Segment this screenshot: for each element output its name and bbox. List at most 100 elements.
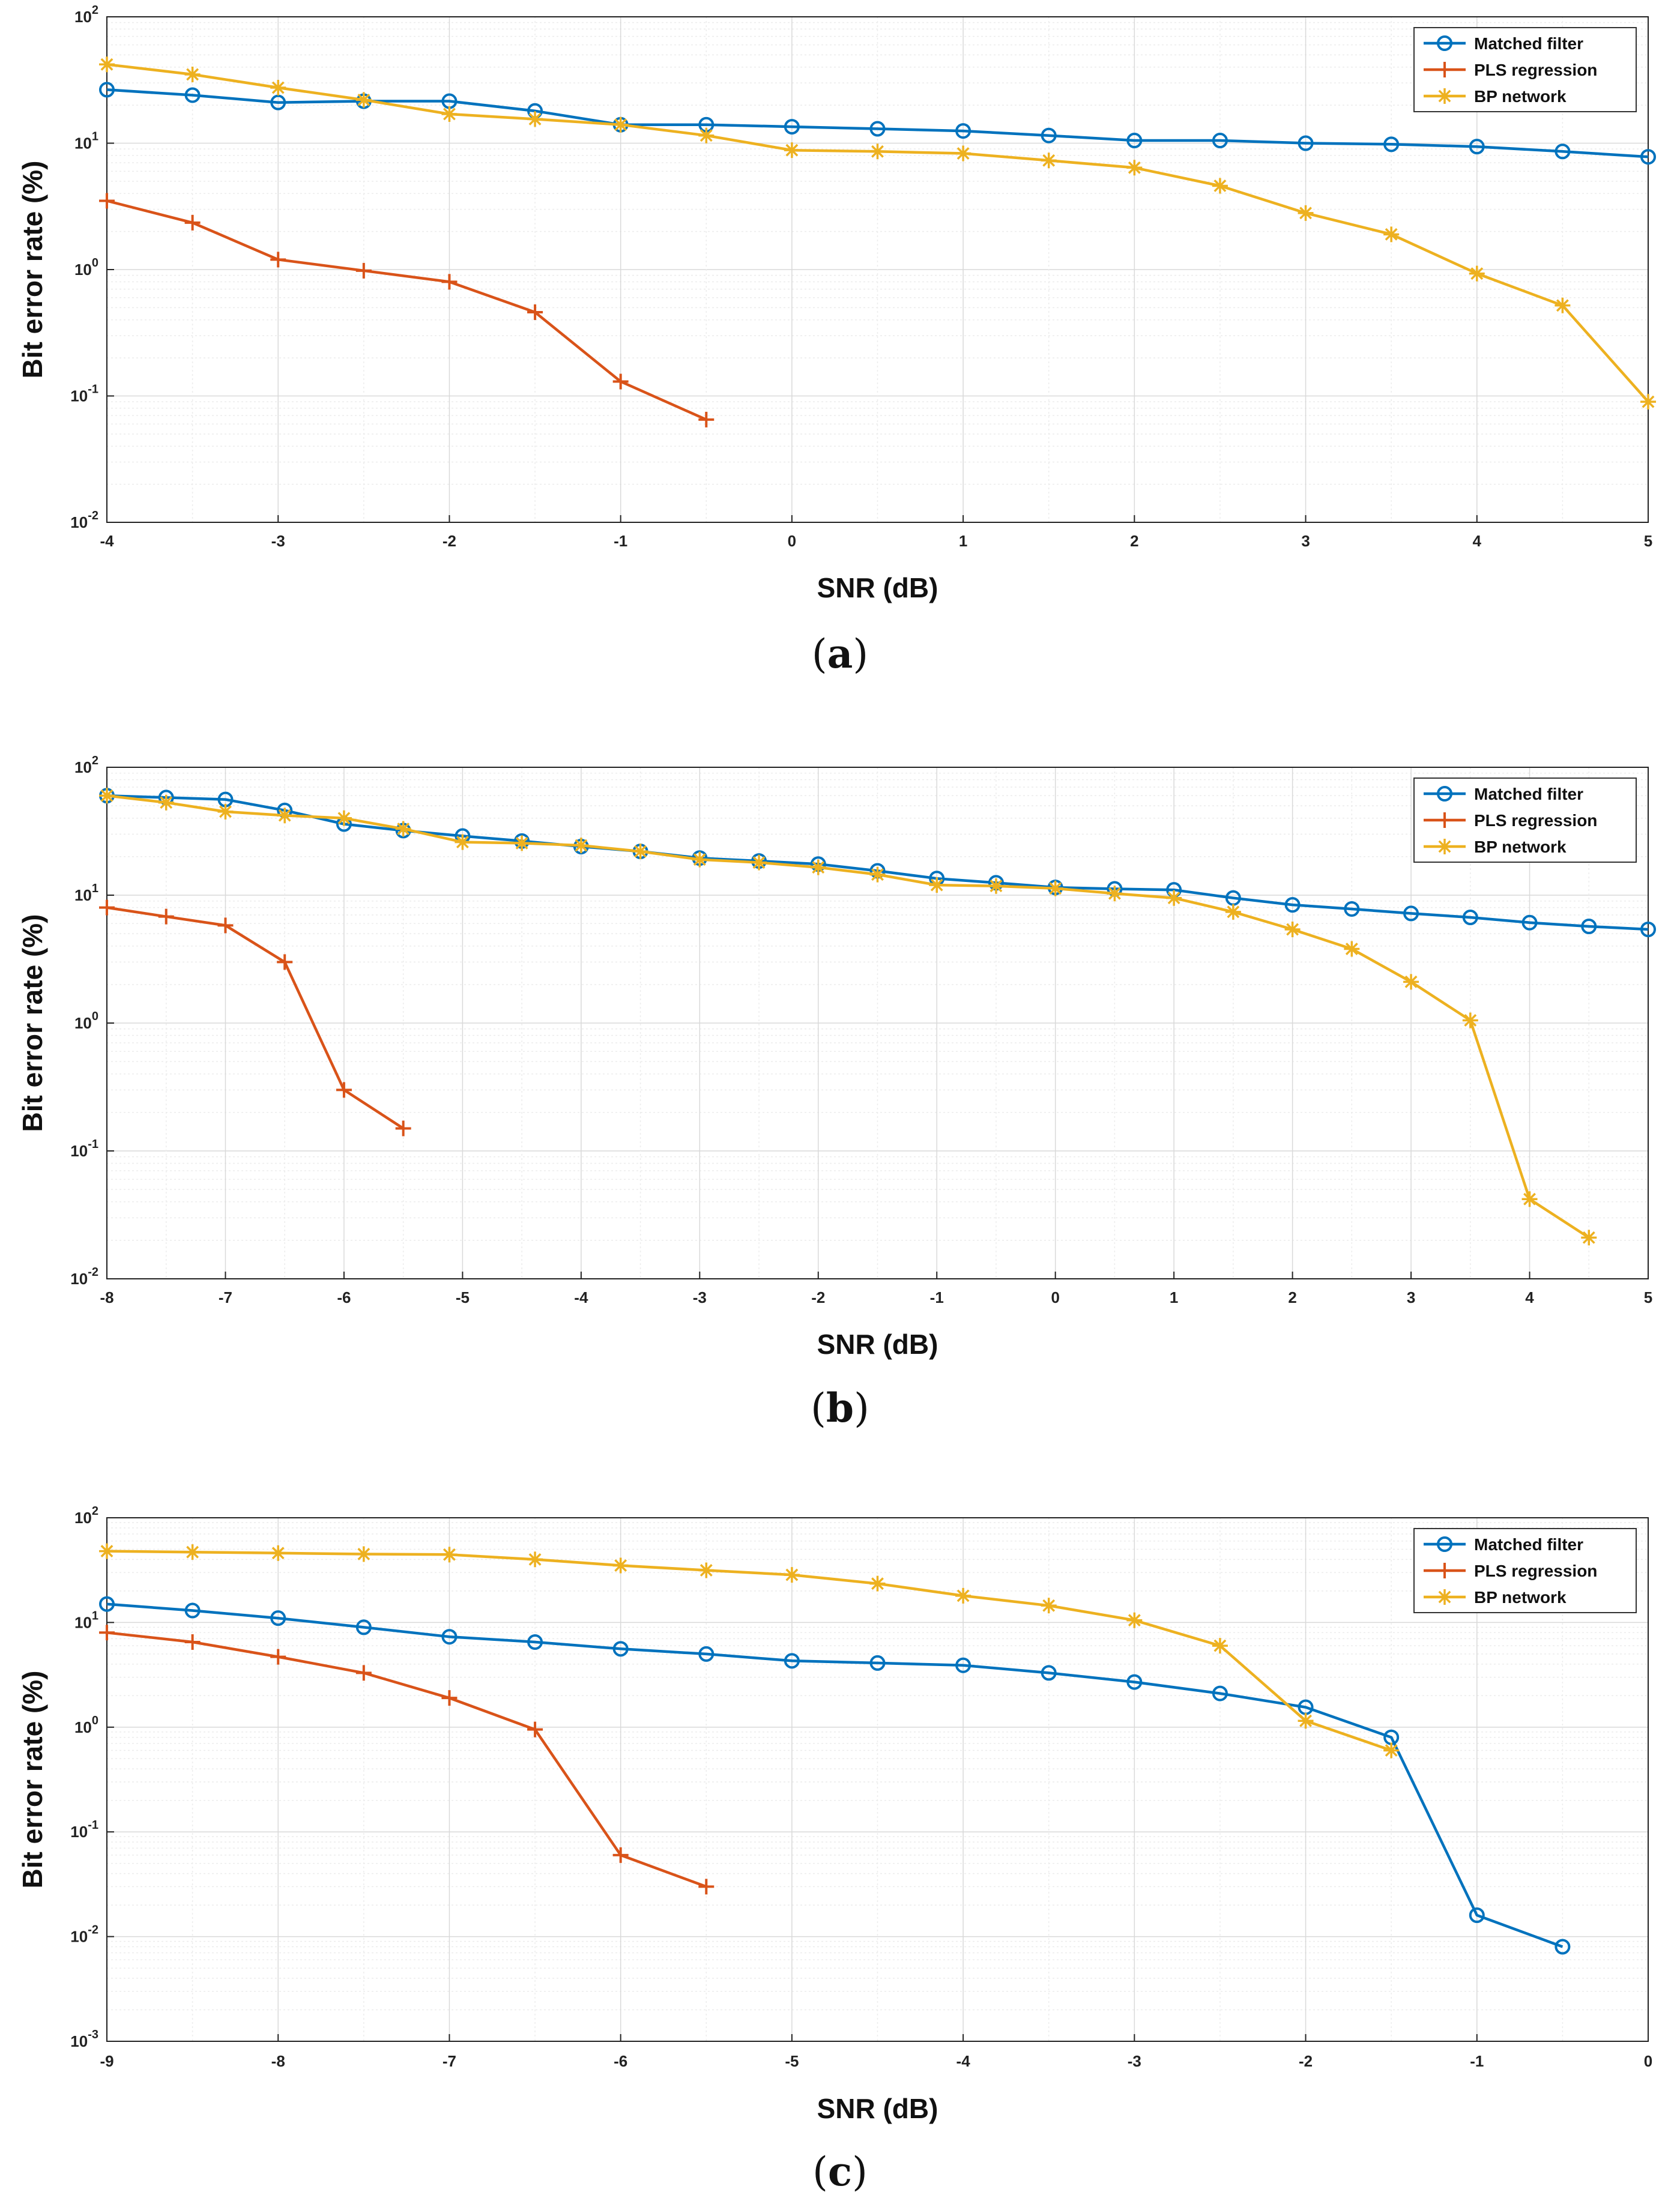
data-point [1126,160,1143,176]
data-point [955,1587,971,1604]
data-point [1212,1638,1228,1654]
data-point [1383,1742,1400,1759]
data-point [1383,226,1400,243]
series-bp [99,56,1656,410]
data-point [217,803,234,820]
data-point [158,794,174,811]
data-point [355,262,372,279]
data-point [99,899,115,916]
data-point [612,116,629,133]
y-tick-label: 101 [74,882,98,904]
data-point [1403,905,1419,922]
data-point [1212,178,1228,194]
data-point [1462,910,1478,926]
data-point [1041,152,1057,169]
data-point [1225,904,1241,920]
x-tick-label: 4 [1473,532,1482,550]
y-tick-label: 100 [74,1714,98,1736]
x-tick-label: -6 [614,2052,627,2070]
data-point [184,1544,201,1560]
data-point [441,1547,458,1563]
data-point [184,66,201,82]
y-tick-label: 100 [74,1010,98,1032]
data-point [99,788,115,804]
data-point [1581,1230,1597,1246]
y-tick-label: 10-1 [70,383,98,405]
legend-marker [1437,1563,1452,1578]
data-point [1298,1713,1314,1729]
figure-caption: (b) [811,1384,869,1431]
data-point [869,866,886,883]
data-point [270,1649,286,1665]
x-tick-label: -3 [1128,2052,1141,2070]
x-tick-label: -1 [614,532,627,550]
x-tick-label: -2 [1299,2052,1313,2070]
data-point [751,854,767,871]
data-point [810,859,826,875]
x-tick-label: 2 [1130,532,1138,550]
y-tick-label: 101 [74,130,98,152]
x-tick-label: -4 [956,2052,971,2070]
data-point [1041,1598,1057,1614]
data-point [527,304,543,320]
figure-caption: (c) [812,2148,868,2195]
data-point [698,411,715,427]
series-line [106,906,404,1130]
legend-marker [1437,62,1452,77]
x-tick-label: -4 [100,532,114,550]
chart-c: -9 -8 -7 -6 -5 -4 -3 -2 -1 0 10-3 10-2 10-1 100 101 102… [17,1505,1652,2195]
x-tick-label: 3 [1301,532,1310,550]
data-point [1041,1665,1057,1681]
x-tick-label: 1 [1170,1288,1178,1306]
x-tick-label: -3 [271,532,285,550]
legend-label: BP network [1474,87,1567,106]
x-tick-label: -5 [456,1288,470,1306]
legend-marker [1437,1536,1452,1552]
data-point [612,373,629,390]
series-pls [99,193,715,427]
x-tick-label: 0 [788,532,796,550]
legend-label: BP network [1474,1588,1567,1607]
legend-marker [1437,1589,1452,1605]
legend-marker [1437,786,1452,802]
data-point [1212,133,1228,149]
series-matched [99,1596,1571,1955]
y-tick-label: 10-2 [70,509,98,531]
x-tick-label: 5 [1644,1288,1652,1306]
x-tick-label: -1 [930,1288,944,1306]
data-point [1047,880,1063,896]
data-point [698,1562,715,1578]
data-point [1469,139,1485,155]
data-point [355,1546,372,1562]
data-point [1640,149,1656,165]
series-line [106,1631,707,1888]
series-pls [99,899,411,1137]
data-point [1555,143,1571,160]
data-point [1041,127,1057,143]
data-point [1298,205,1314,221]
data-point [784,119,800,135]
series-line [106,1602,1564,1948]
data-point [336,810,352,826]
y-axis-label: Bit error rate (%) [17,1671,48,1889]
data-point [612,1641,629,1657]
data-point [441,1629,458,1645]
chart-panel-a: -4 -3 -2 -1 0 1 2 3 4 5 10-2 10-1 100 101 102 SNR (dB) B… [0,0,1680,684]
chart-panel-b: -8 -7 -6 -5 -4 -3 -2 -1 0 1 2 3 4 5 10-2 10-1 100 101 102 S… [0,750,1680,1435]
chart-a: -4 -3 -2 -1 0 1 2 3 4 5 10-2 10-1 100 101 102 SNR (dB) B… [17,4,1656,677]
data-point [355,92,372,108]
y-tick-label: 102 [74,1505,98,1527]
data-point [784,142,800,159]
series-line [106,794,1590,1239]
x-tick-label: 5 [1644,532,1652,550]
data-point [355,1619,372,1635]
x-tick-label: -7 [443,2052,456,2070]
data-point [784,1653,800,1669]
chart-panel-c: -9 -8 -7 -6 -5 -4 -3 -2 -1 0 10-3 10-2 10-1 100 101 102… [0,1501,1680,2201]
data-point [1107,886,1123,902]
y-tick-label: 10-1 [70,1138,98,1160]
x-tick-label: -2 [811,1288,825,1306]
legend-label: Matched filter [1474,785,1583,803]
data-point [1555,1939,1571,1955]
legend-label: PLS regression [1474,61,1597,79]
